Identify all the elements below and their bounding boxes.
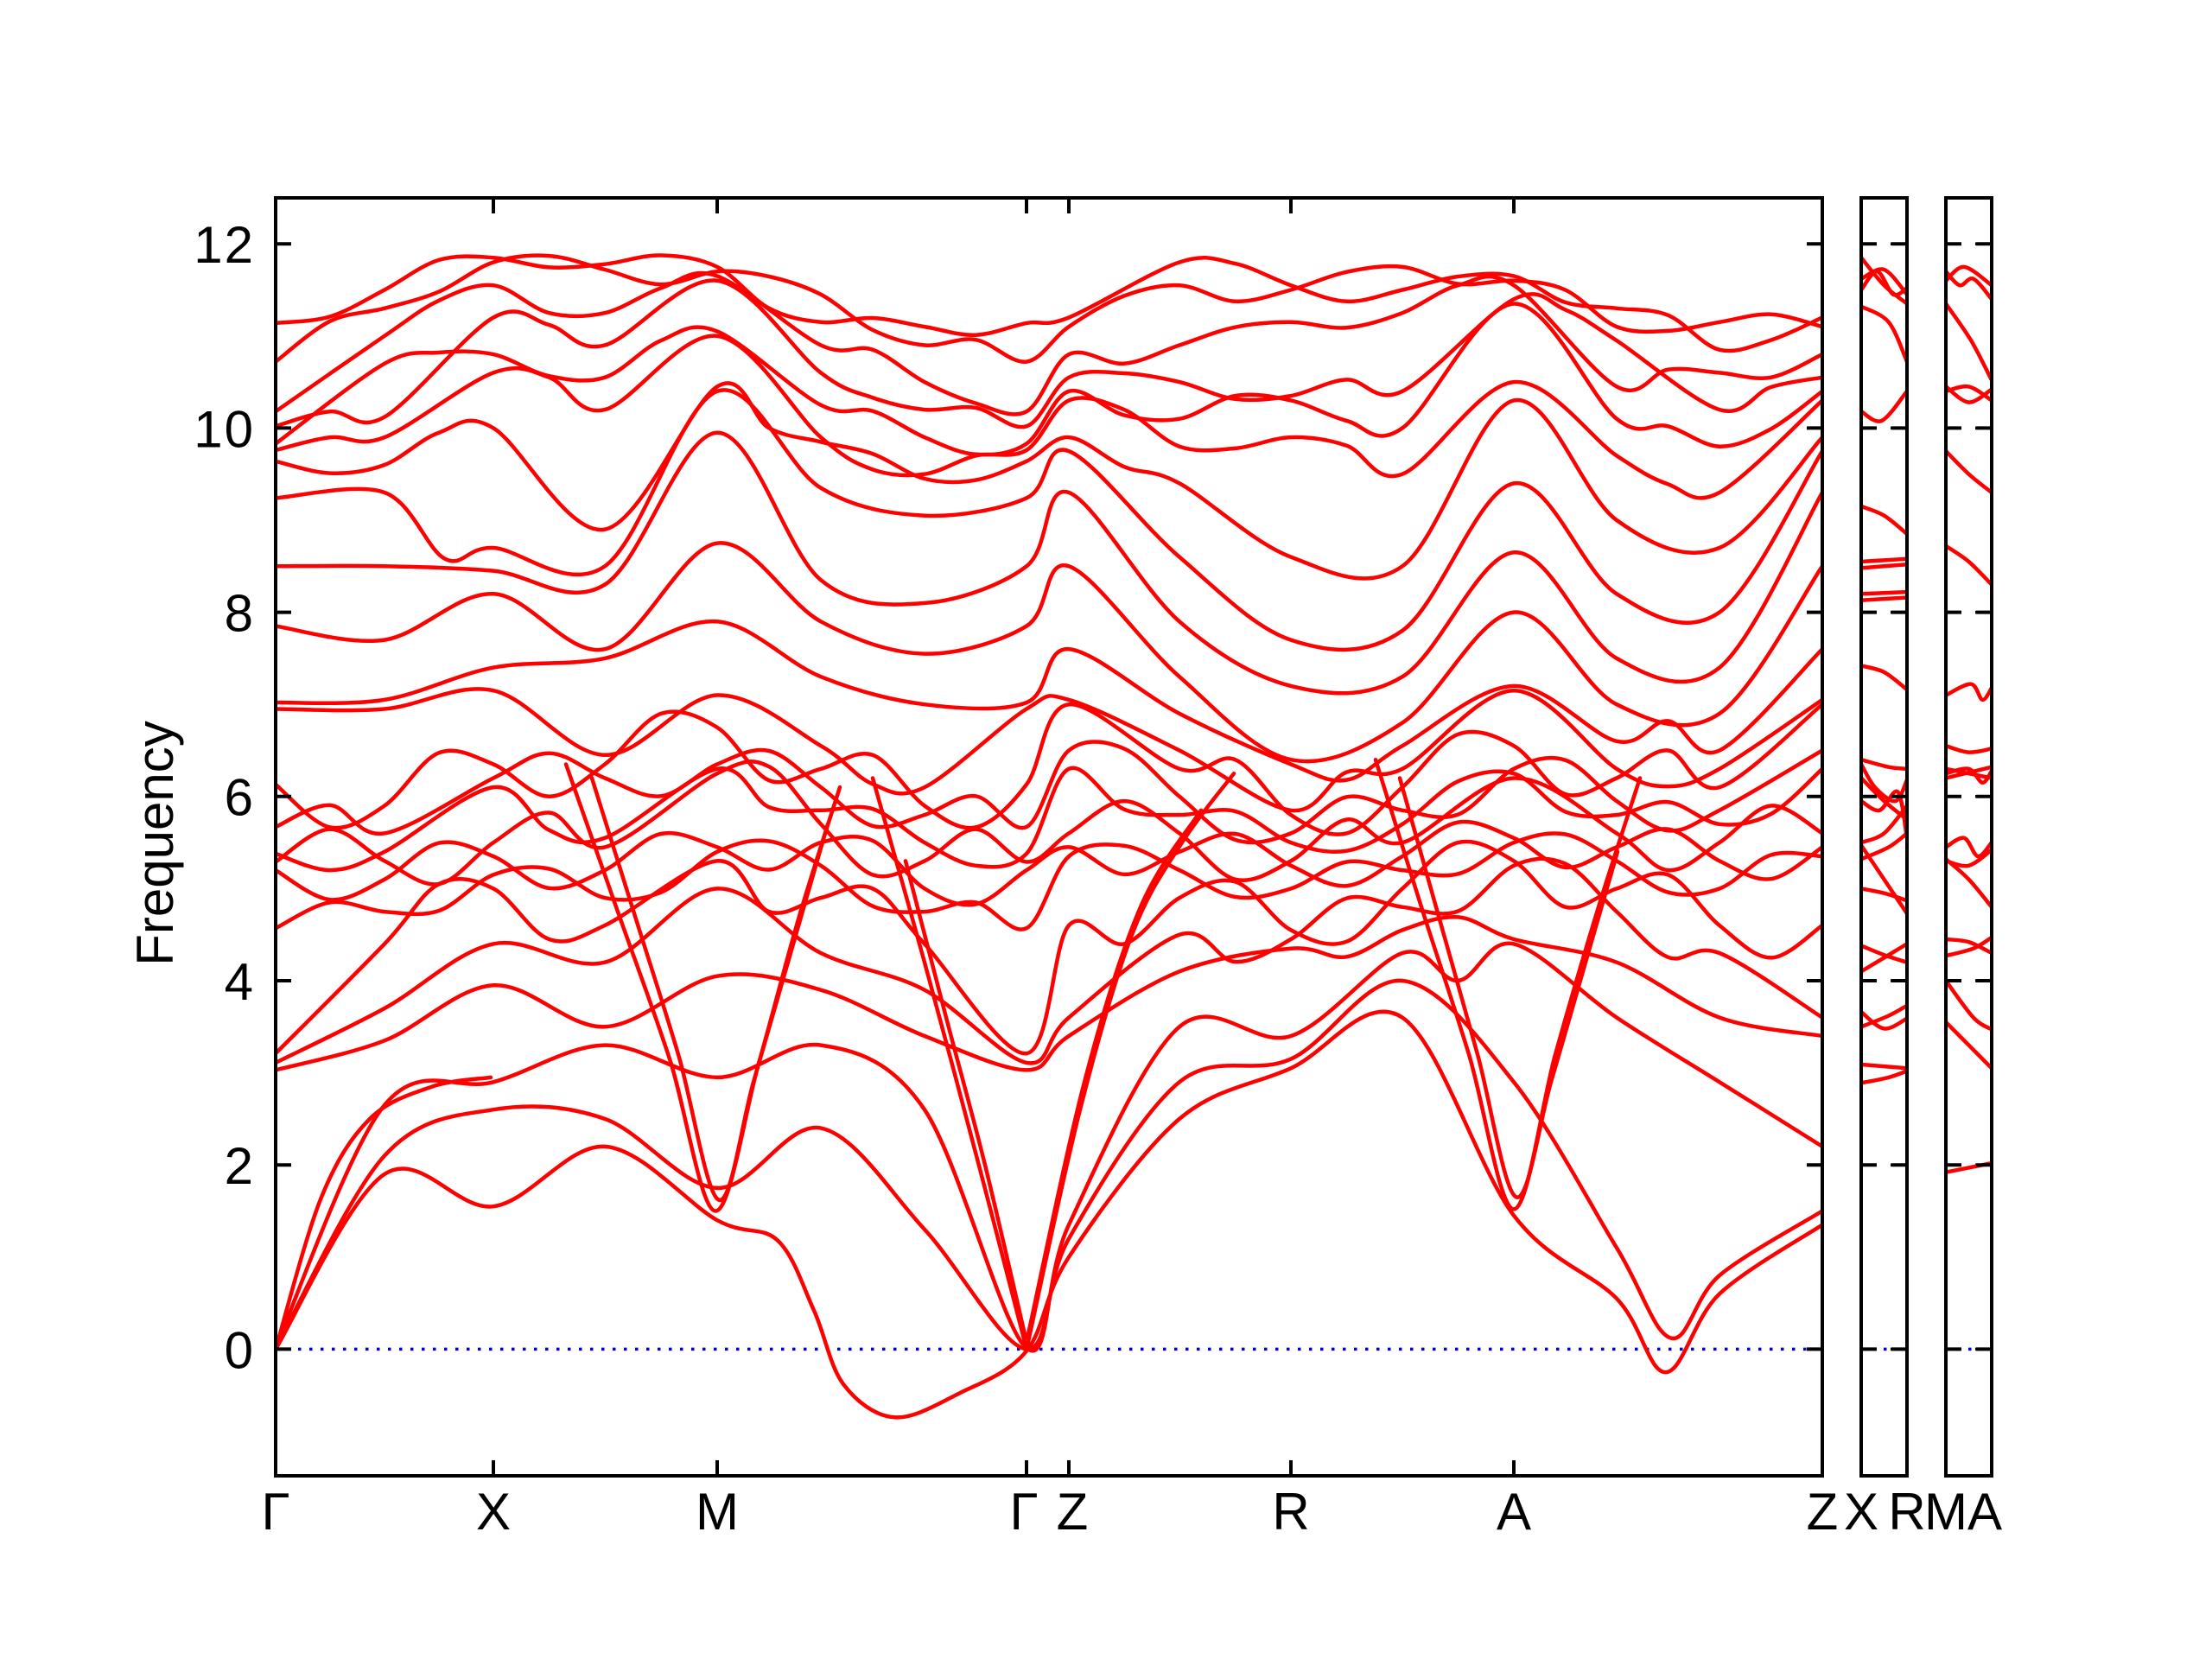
svg-text:0: 0 bbox=[225, 1321, 255, 1379]
svg-text:A: A bbox=[1497, 1483, 1531, 1541]
svg-text:X: X bbox=[1844, 1483, 1878, 1541]
svg-text:Γ: Γ bbox=[1009, 1483, 1038, 1541]
svg-text:M: M bbox=[1924, 1483, 1967, 1541]
svg-text:6: 6 bbox=[225, 769, 255, 827]
svg-text:2: 2 bbox=[225, 1137, 255, 1195]
svg-text:Frequency: Frequency bbox=[126, 721, 184, 965]
svg-text:M: M bbox=[696, 1483, 739, 1541]
svg-text:8: 8 bbox=[225, 585, 255, 643]
svg-text:Z: Z bbox=[1057, 1483, 1089, 1541]
svg-text:10: 10 bbox=[194, 400, 255, 458]
svg-text:Γ: Γ bbox=[261, 1483, 289, 1541]
svg-text:Z: Z bbox=[1807, 1483, 1839, 1541]
svg-text:A: A bbox=[1967, 1483, 2002, 1541]
svg-text:R: R bbox=[1888, 1483, 1925, 1541]
svg-text:X: X bbox=[476, 1483, 511, 1541]
svg-text:R: R bbox=[1272, 1483, 1309, 1541]
svg-text:4: 4 bbox=[225, 953, 255, 1011]
svg-text:12: 12 bbox=[194, 216, 255, 274]
